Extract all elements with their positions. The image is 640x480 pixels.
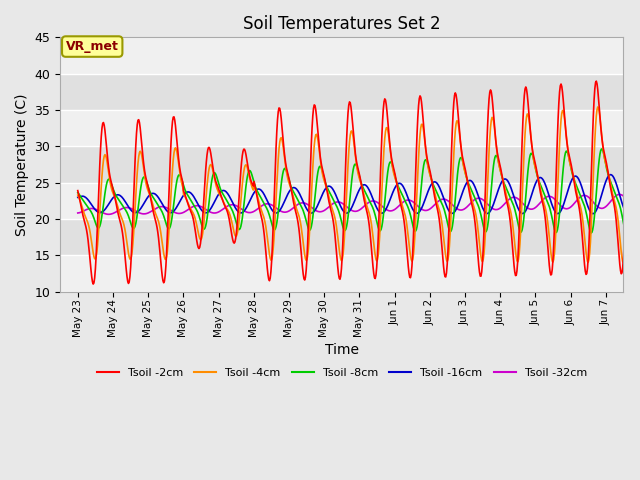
Tsoil -2cm xyxy=(450,99,458,105)
Tsoil -4cm xyxy=(418,121,426,127)
Tsoil -32cm xyxy=(616,192,623,197)
Bar xyxy=(60,110,623,146)
X-axis label: Time: Time xyxy=(325,343,359,357)
Line: Tsoil -4cm: Tsoil -4cm xyxy=(77,104,640,263)
Line: Tsoil -2cm: Tsoil -2cm xyxy=(77,78,640,284)
Tsoil -4cm xyxy=(74,192,81,198)
Tsoil -8cm xyxy=(244,173,252,179)
Tsoil -4cm xyxy=(629,101,637,107)
Tsoil -4cm xyxy=(449,167,457,172)
Tsoil -16cm xyxy=(418,205,426,211)
Line: Tsoil -16cm: Tsoil -16cm xyxy=(77,175,640,214)
Tsoil -32cm xyxy=(244,210,252,216)
Tsoil -4cm xyxy=(244,165,252,171)
Tsoil -8cm xyxy=(637,156,640,162)
Line: Tsoil -32cm: Tsoil -32cm xyxy=(77,194,640,214)
Tsoil -4cm xyxy=(140,167,148,173)
Bar xyxy=(60,73,623,110)
Tsoil -32cm xyxy=(294,202,301,208)
Tsoil -2cm xyxy=(90,281,97,287)
Tsoil -32cm xyxy=(419,206,426,212)
Tsoil -16cm xyxy=(624,211,632,216)
Tsoil -32cm xyxy=(272,205,280,211)
Bar xyxy=(60,183,623,219)
Text: VR_met: VR_met xyxy=(66,40,118,53)
Tsoil -16cm xyxy=(449,210,457,216)
Tsoil -8cm xyxy=(271,226,279,232)
Tsoil -16cm xyxy=(244,203,252,209)
Bar xyxy=(60,146,623,183)
Tsoil -32cm xyxy=(105,211,113,217)
Tsoil -32cm xyxy=(450,204,458,209)
Bar xyxy=(60,219,623,255)
Tsoil -16cm xyxy=(637,181,640,187)
Tsoil -8cm xyxy=(623,230,630,236)
Tsoil -8cm xyxy=(292,195,300,201)
Tsoil -2cm xyxy=(628,75,636,81)
Bar xyxy=(60,37,623,73)
Tsoil -2cm xyxy=(294,216,301,222)
Tsoil -2cm xyxy=(272,144,280,150)
Tsoil -2cm xyxy=(244,165,252,171)
Tsoil -2cm xyxy=(419,106,426,112)
Tsoil -8cm xyxy=(633,144,640,150)
Tsoil -4cm xyxy=(620,260,627,265)
Tsoil -2cm xyxy=(141,168,148,174)
Y-axis label: Soil Temperature (C): Soil Temperature (C) xyxy=(15,93,29,236)
Bar xyxy=(60,255,623,292)
Tsoil -2cm xyxy=(74,188,81,193)
Tsoil -8cm xyxy=(74,190,81,196)
Tsoil -8cm xyxy=(140,174,148,180)
Tsoil -4cm xyxy=(637,159,640,165)
Legend: Tsoil -2cm, Tsoil -4cm, Tsoil -8cm, Tsoil -16cm, Tsoil -32cm: Tsoil -2cm, Tsoil -4cm, Tsoil -8cm, Tsoi… xyxy=(92,364,591,383)
Tsoil -8cm xyxy=(418,181,426,187)
Tsoil -32cm xyxy=(74,210,81,216)
Title: Soil Temperatures Set 2: Soil Temperatures Set 2 xyxy=(243,15,440,33)
Tsoil -32cm xyxy=(141,211,148,217)
Tsoil -16cm xyxy=(271,210,279,216)
Tsoil -4cm xyxy=(271,212,279,217)
Tsoil -32cm xyxy=(637,206,640,212)
Tsoil -16cm xyxy=(140,201,148,206)
Tsoil -2cm xyxy=(637,156,640,161)
Tsoil -16cm xyxy=(74,194,81,200)
Tsoil -16cm xyxy=(292,186,300,192)
Line: Tsoil -8cm: Tsoil -8cm xyxy=(77,147,640,233)
Tsoil -8cm xyxy=(449,218,457,224)
Tsoil -16cm xyxy=(607,172,615,178)
Tsoil -4cm xyxy=(292,206,300,212)
